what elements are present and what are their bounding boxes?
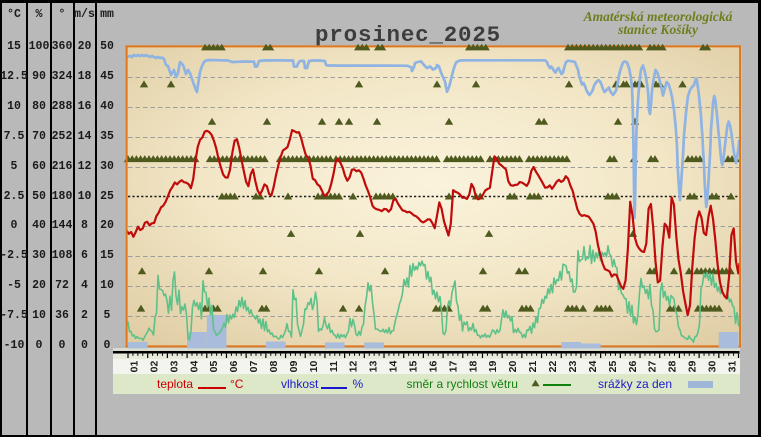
svg-text:11: 11	[328, 361, 340, 372]
svg-text:18: 18	[467, 361, 479, 373]
svg-text:19: 19	[487, 361, 499, 373]
svg-text:05: 05	[208, 361, 220, 373]
svg-text:10: 10	[308, 361, 320, 373]
svg-text:30: 30	[707, 361, 719, 373]
svg-text:28: 28	[667, 361, 679, 373]
svg-text:23: 23	[567, 361, 579, 373]
svg-text:14: 14	[388, 361, 400, 373]
svg-text:06: 06	[228, 361, 240, 373]
svg-text:17: 17	[447, 361, 459, 373]
svg-text:25: 25	[607, 361, 619, 373]
svg-text:12: 12	[348, 361, 360, 373]
svg-text:20: 20	[507, 361, 519, 373]
svg-text:29: 29	[687, 361, 699, 373]
svg-text:09: 09	[288, 361, 300, 373]
svg-text:13: 13	[368, 361, 380, 373]
svg-text:22: 22	[547, 361, 559, 373]
svg-text:02: 02	[148, 361, 160, 373]
svg-text:16: 16	[427, 361, 439, 373]
svg-text:21: 21	[527, 361, 539, 373]
svg-text:04: 04	[188, 361, 200, 373]
svg-text:27: 27	[647, 361, 659, 373]
svg-text:07: 07	[248, 361, 260, 373]
svg-text:24: 24	[587, 361, 599, 373]
svg-text:01: 01	[129, 361, 141, 373]
svg-text:31: 31	[726, 361, 738, 373]
svg-text:03: 03	[168, 361, 180, 373]
svg-text:15: 15	[408, 361, 420, 373]
svg-text:26: 26	[627, 361, 639, 373]
svg-text:08: 08	[268, 361, 280, 373]
